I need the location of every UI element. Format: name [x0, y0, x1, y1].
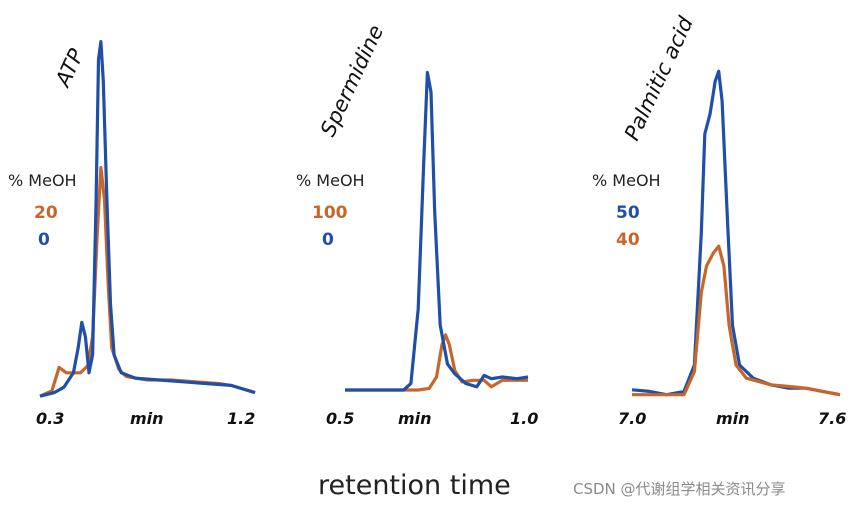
legend-header-spermidine: % MeOH: [296, 171, 365, 190]
panel-spermidine: Spermidine % MeOH 100 0 0.5 min 1.0: [296, 21, 538, 428]
legend-entry-palmitic-acid-40: 40: [616, 230, 640, 250]
legend-header-atp: % MeOH: [8, 171, 77, 190]
x-tick-palmitic-acid-start: 7.0: [618, 409, 646, 428]
series-line-atp-20: [39, 166, 256, 398]
series-line-palmitic-acid-40: [632, 244, 841, 397]
legend-entry-atp-0: 0: [38, 230, 50, 250]
legend-entry-atp-20: 20: [34, 203, 58, 223]
x-tick-atp-unit: min: [130, 409, 164, 428]
panel-atp: ATP % MeOH 20 0 0.3 min 1.2: [8, 40, 256, 428]
x-tick-palmitic-acid-end: 7.6: [818, 409, 846, 428]
series-line-palmitic-acid-50: [631, 69, 841, 397]
legend-entry-spermidine-0: 0: [322, 230, 334, 250]
x-tick-spermidine-unit: min: [398, 409, 432, 428]
series-line-spermidine-0: [345, 70, 529, 392]
x-tick-spermidine-end: 1.0: [510, 409, 538, 428]
chart-title-atp: ATP: [50, 45, 89, 92]
x-axis-label: retention time: [318, 470, 511, 501]
legend-entry-palmitic-acid-50: 50: [616, 203, 640, 223]
x-tick-atp-start: 0.3: [36, 409, 64, 428]
x-tick-spermidine-start: 0.5: [326, 409, 354, 428]
legend-entry-spermidine-100: 100: [312, 203, 348, 223]
watermark: CSDN @代谢组学相关资讯分享: [573, 480, 786, 498]
x-tick-atp-end: 1.2: [227, 409, 255, 428]
chart-title-palmitic-acid: Palmitic acid: [620, 12, 698, 144]
chart-title-spermidine: Spermidine: [316, 21, 388, 140]
series-line-atp-0: [39, 40, 256, 398]
legend-header-palmitic-acid: % MeOH: [592, 171, 661, 190]
panel-palmitic-acid: Palmitic acid % MeOH 50 40 7.0 min 7.6: [592, 12, 846, 428]
x-tick-palmitic-acid-unit: min: [716, 409, 750, 428]
series-line-spermidine-100: [345, 333, 528, 392]
